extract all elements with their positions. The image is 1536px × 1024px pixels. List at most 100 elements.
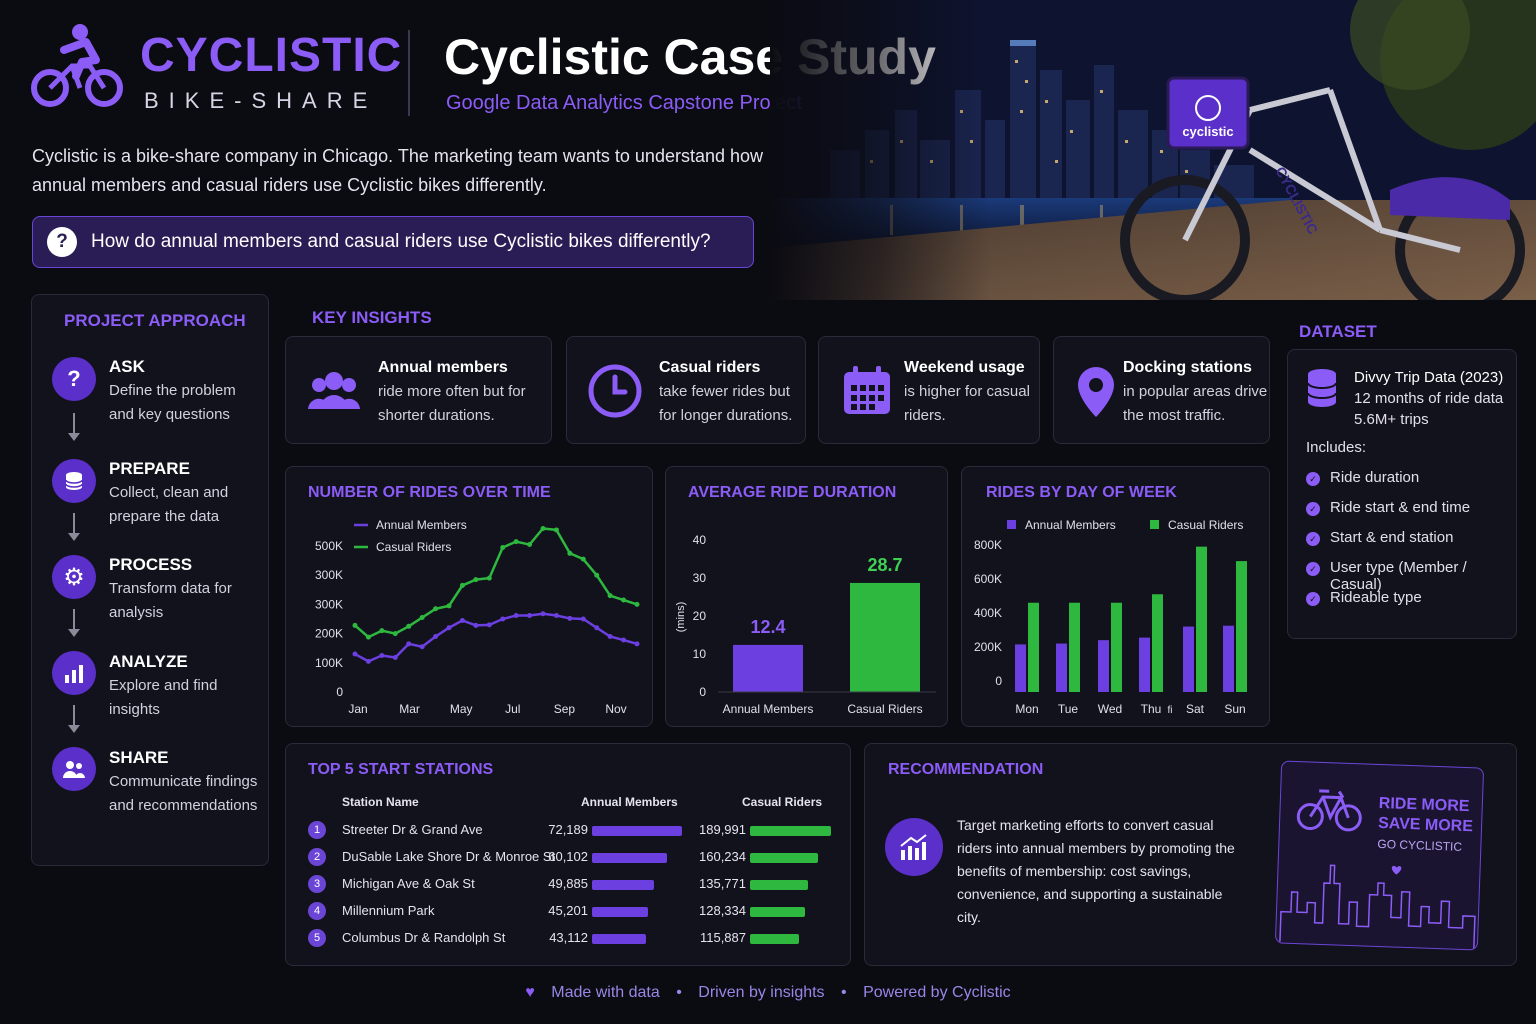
casual-value: 189,991 (699, 822, 746, 837)
x-tick-label: Sep (554, 702, 576, 716)
dataset-item: Rideable type (1330, 589, 1422, 606)
step-process-desc: Transform data for analysis (109, 580, 232, 621)
footer-made-with: Made with data (551, 984, 660, 1001)
table-row: 2 DuSable Lake Shore Dr & Monroe St 60,102… (308, 847, 848, 869)
step-analyze-head: ANALYZE (109, 652, 188, 671)
y-tick-label: 0 (995, 674, 1002, 688)
bar-chart-icon (65, 665, 83, 683)
data-label: 12.4 (750, 617, 785, 637)
y-tick-label: 40 (693, 533, 707, 547)
data-point (540, 611, 546, 617)
bar-casual (1152, 594, 1163, 692)
bar-casual (1196, 546, 1207, 692)
footer-separator: • (841, 984, 847, 1001)
x-tick-label: Wed (1098, 702, 1122, 716)
x-tick-label: Mon (1015, 702, 1038, 716)
bar-casual (1028, 602, 1039, 692)
skyline-bike-illustration: cyclistic CYCLISTIC (770, 0, 1536, 300)
x-tick-label: Tue (1058, 702, 1079, 716)
y-tick-label: 300K (315, 597, 343, 611)
insight-card-members: Annual members ride more often but for s… (285, 336, 552, 444)
bar-members (1056, 643, 1067, 692)
x-tick-label: Thu (1141, 702, 1162, 716)
insight-head: Annual members (378, 359, 508, 376)
question-mark-icon: ? (47, 227, 77, 257)
bar-casual (1111, 602, 1122, 692)
data-point (594, 625, 600, 631)
data-point (580, 616, 586, 622)
database-icon (1307, 369, 1337, 407)
rides-by-day-panel: RIDES BY DAY OF WEEK 0 200K 400K 600K 800K Mo… (961, 466, 1270, 727)
insight-card-weekend: Weekend usage is higher for casual rider… (818, 336, 1040, 444)
x-tick-label: Jan (348, 702, 367, 716)
step-arrow (68, 705, 80, 733)
rides-over-time-panel: NUMBER OF RIDES OVER TIME 0 100K 200K 300K 3… (285, 466, 653, 727)
business-question: ? How do annual members and casual rider… (32, 216, 754, 268)
table-row: 4 Millennium Park 45,201 128,334 (308, 901, 848, 923)
cyclist-icon (31, 24, 123, 107)
y-tick-label: 800K (974, 538, 1002, 552)
brand-tagline: BIKE-SHARE (144, 88, 378, 113)
y-tick-label: 200K (974, 640, 1002, 654)
y-tick-label: 600K (974, 572, 1002, 586)
members-value: 45,201 (548, 903, 588, 918)
table-row: 3 Michigan Ave & Oak St 49,885 135,771 (308, 874, 848, 896)
x-tick-label: Sun (1224, 702, 1245, 716)
casual-value: 135,771 (699, 876, 746, 891)
station-name: Columbus Dr & Randolph St (342, 930, 506, 945)
step-prepare-head: PREPARE (109, 459, 190, 478)
skyline-outline (1279, 864, 1476, 949)
y-tick-label: 500K (315, 539, 343, 553)
casual-value: 115,887 (699, 930, 746, 945)
heart-icon: ♥ (525, 984, 535, 1001)
data-point (406, 641, 412, 647)
data-point (513, 612, 519, 618)
data-point (473, 577, 479, 583)
step-share-icon (52, 747, 96, 791)
project-approach-panel: PROJECT APPROACH ? ASK Define the proble… (31, 294, 269, 866)
data-point (486, 575, 492, 581)
step-share-head: SHARE (109, 748, 169, 767)
database-icon (65, 472, 83, 490)
step-ask-desc: Define the problem and key questions (109, 382, 236, 423)
dataset-panel: Divvy Trip Data (2023) 12 months of ride… (1287, 349, 1517, 639)
x-tick-label: Mar (399, 702, 420, 716)
check-icon: ✓ (1306, 472, 1320, 486)
data-point (392, 655, 398, 661)
step-share-desc: Communicate findings and recommendations (109, 773, 258, 814)
rank-badge: 5 (308, 929, 326, 947)
trend-up-icon (900, 834, 927, 860)
data-point (446, 625, 452, 631)
insight-text: is higher for casual riders. (904, 383, 1030, 424)
step-prepare-icon (52, 459, 96, 503)
rank-badge: 2 (308, 848, 326, 866)
data-point (473, 622, 479, 628)
data-point (607, 593, 613, 599)
data-point (527, 612, 533, 618)
data-point (379, 653, 385, 658)
footer-separator: • (676, 984, 682, 1001)
data-point (419, 615, 425, 621)
data-point (567, 550, 573, 556)
rank-badge: 1 (308, 821, 326, 839)
data-point (621, 637, 627, 643)
footer-driven-by: Driven by insights (698, 984, 825, 1001)
recommendation-title: RECOMMENDATION (888, 761, 1044, 778)
dataset-line2: 5.6M+ trips (1354, 411, 1429, 428)
y-tick-label: 400K (974, 606, 1002, 620)
bar-members (1183, 626, 1194, 692)
legend-swatch (1007, 520, 1016, 529)
y-tick-label: 0 (699, 685, 706, 699)
data-point (406, 623, 412, 629)
casual-bar (750, 880, 808, 890)
legend-label: Casual Riders (376, 540, 451, 554)
promo-line1: RIDE MORE (1378, 794, 1470, 816)
station-name: Millennium Park (342, 903, 435, 918)
data-point (567, 615, 573, 621)
data-point (446, 603, 452, 609)
avg-duration-panel: AVERAGE RIDE DURATION 0 10 20 30 40 (mins) 12.… (665, 466, 948, 727)
stations-title: TOP 5 START STATIONS (308, 761, 494, 778)
bar-members (733, 644, 803, 692)
x-tick-label: Jul (505, 702, 520, 716)
promo-line3: GO CYCLISTIC (1377, 836, 1463, 854)
